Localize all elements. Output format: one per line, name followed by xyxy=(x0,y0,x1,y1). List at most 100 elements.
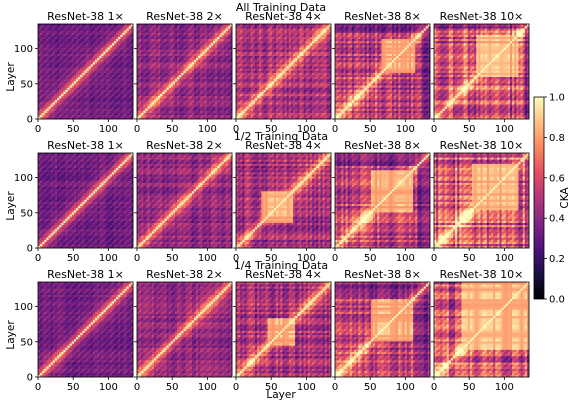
heatmap-cell xyxy=(78,28,80,30)
heatmap-cell xyxy=(55,70,57,72)
heatmap-cell xyxy=(59,64,61,66)
heatmap-cell xyxy=(53,85,55,87)
heatmap-cell xyxy=(46,81,48,83)
heatmap-cell xyxy=(46,113,48,115)
heatmap-cell xyxy=(202,83,204,85)
heatmap-cell xyxy=(190,102,192,104)
heatmap-cell xyxy=(68,30,70,32)
heatmap-cell xyxy=(49,66,51,68)
heatmap-cell xyxy=(139,111,141,113)
heatmap-cell xyxy=(70,49,72,51)
heatmap-cell xyxy=(112,79,114,81)
heatmap-cell xyxy=(99,32,101,34)
heatmap-cell xyxy=(141,106,143,108)
heatmap-cell xyxy=(87,115,89,117)
heatmap-cell xyxy=(84,79,86,81)
heatmap-cell xyxy=(78,56,80,58)
heatmap-cell xyxy=(76,39,78,41)
heatmap-cell xyxy=(154,106,156,108)
heatmap-cell xyxy=(49,60,51,62)
heatmap-cell xyxy=(213,104,215,106)
heatmap-cell xyxy=(87,100,89,102)
heatmap-cell xyxy=(63,106,65,108)
heatmap-cell xyxy=(139,56,141,58)
heatmap-cell xyxy=(91,58,93,60)
heatmap-cell xyxy=(44,30,46,32)
heatmap-cell xyxy=(101,32,103,34)
heatmap-cell xyxy=(198,98,200,100)
heatmap-cell xyxy=(219,79,221,81)
heatmap-cell xyxy=(211,102,213,104)
heatmap-cell xyxy=(219,73,221,75)
heatmap-cell xyxy=(177,60,179,62)
heatmap-cell xyxy=(63,66,65,68)
heatmap-cell xyxy=(186,87,188,89)
heatmap-cell xyxy=(145,77,147,79)
heatmap-cell xyxy=(156,56,158,58)
heatmap-cell xyxy=(213,83,215,85)
heatmap-cell xyxy=(209,68,211,70)
heatmap-cell xyxy=(46,26,48,28)
heatmap-cell xyxy=(143,98,145,100)
heatmap-cell xyxy=(177,79,179,81)
heatmap-cell xyxy=(87,47,89,49)
heatmap-cell xyxy=(129,108,131,110)
heatmap-cell xyxy=(226,100,228,102)
heatmap-cell xyxy=(120,102,122,104)
heatmap-cell xyxy=(139,77,141,79)
heatmap-cell xyxy=(101,41,103,43)
heatmap-cell xyxy=(209,70,211,72)
heatmap-cell xyxy=(110,111,112,113)
heatmap-cell xyxy=(63,113,65,115)
heatmap-cell xyxy=(46,39,48,41)
heatmap-cell xyxy=(42,98,44,100)
heatmap-cell xyxy=(228,108,230,110)
heatmap-cell xyxy=(215,83,217,85)
heatmap-cell xyxy=(63,47,65,49)
heatmap-cell xyxy=(221,83,223,85)
heatmap-cell xyxy=(106,41,108,43)
heatmap-cell xyxy=(154,81,156,83)
heatmap-cell xyxy=(156,85,158,87)
heatmap-cell xyxy=(46,62,48,64)
heatmap-cell xyxy=(55,106,57,108)
heatmap-cell xyxy=(70,102,72,104)
heatmap-cell xyxy=(169,58,171,60)
heatmap-cell xyxy=(68,64,70,66)
heatmap-cell xyxy=(190,104,192,106)
heatmap-cell xyxy=(63,77,65,79)
heatmap-cell xyxy=(173,83,175,85)
heatmap-cell xyxy=(217,87,219,89)
heatmap-cell xyxy=(87,49,89,51)
heatmap-cell xyxy=(211,111,213,113)
heatmap-cell xyxy=(228,94,230,96)
heatmap-cell xyxy=(74,104,76,106)
heatmap-cell xyxy=(68,81,70,83)
heatmap-cell xyxy=(46,43,48,45)
heatmap-cell xyxy=(91,89,93,91)
heatmap-cell xyxy=(99,51,101,53)
heatmap-cell xyxy=(188,87,190,89)
heatmap-cell xyxy=(93,73,95,75)
heatmap-cell xyxy=(42,108,44,110)
heatmap-cell xyxy=(61,64,63,66)
heatmap-cell xyxy=(95,47,97,49)
heatmap-cell xyxy=(57,106,59,108)
heatmap-cell xyxy=(70,104,72,106)
heatmap-cell xyxy=(192,77,194,79)
heatmap-cell xyxy=(158,83,160,85)
heatmap-cell xyxy=(118,87,120,89)
heatmap-cell xyxy=(169,113,171,115)
heatmap-cell xyxy=(46,85,48,87)
heatmap-cell xyxy=(49,94,51,96)
heatmap-cell xyxy=(112,39,114,41)
heatmap-cell xyxy=(93,77,95,79)
heatmap-cell xyxy=(89,115,91,117)
heatmap-cell xyxy=(101,92,103,94)
heatmap-cell xyxy=(76,106,78,108)
heatmap-cell xyxy=(53,43,55,45)
heatmap-cell xyxy=(213,58,215,60)
heatmap-cell xyxy=(97,87,99,89)
heatmap-cell xyxy=(160,62,162,64)
heatmap-cell xyxy=(211,100,213,102)
